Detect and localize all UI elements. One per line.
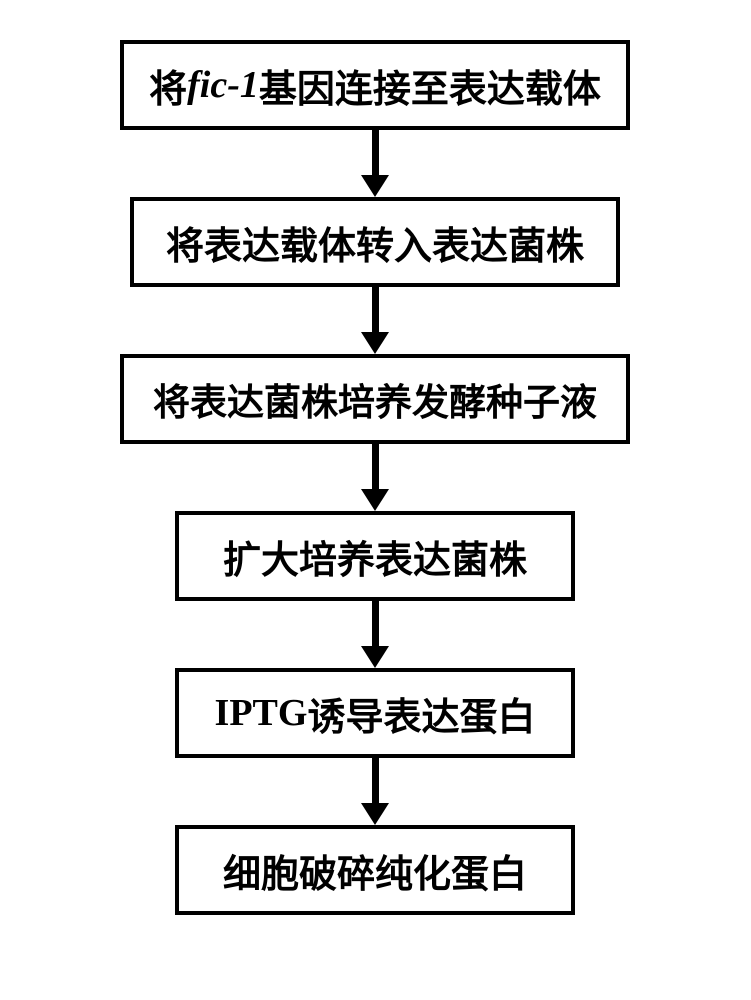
step-text-segment: fic-1: [187, 63, 259, 107]
step-text-segment: 将表达载体转入表达菌株: [166, 215, 584, 270]
flowchart-container: 将fic-1基因连接至表达载体将表达载体转入表达菌株将表达菌株培养发酵种子液扩大…: [120, 40, 630, 915]
arrow-shaft: [372, 601, 379, 646]
flow-step-5: IPTG诱导表达蛋白: [175, 668, 575, 758]
arrow-head: [361, 332, 389, 354]
step-text-segment: 扩大培养表达菌株: [223, 529, 527, 584]
flow-step-3: 将表达菌株培养发酵种子液: [120, 354, 630, 444]
flow-arrow-1: [361, 130, 389, 197]
flow-arrow-5: [361, 758, 389, 825]
arrow-head: [361, 803, 389, 825]
step-text-segment: 诱导表达蛋白: [307, 686, 535, 741]
flow-step-6: 细胞破碎纯化蛋白: [175, 825, 575, 915]
step-text-segment: 将: [149, 58, 187, 113]
flow-step-4: 扩大培养表达菌株: [175, 511, 575, 601]
flow-arrow-2: [361, 287, 389, 354]
flow-step-2: 将表达载体转入表达菌株: [130, 197, 620, 287]
arrow-shaft: [372, 287, 379, 332]
arrow-head: [361, 175, 389, 197]
arrow-shaft: [372, 130, 379, 175]
flow-arrow-4: [361, 601, 389, 668]
step-text-segment: IPTG: [215, 691, 308, 735]
step-text-segment: 细胞破碎纯化蛋白: [223, 843, 527, 898]
arrow-shaft: [372, 758, 379, 803]
arrow-shaft: [372, 444, 379, 489]
arrow-head: [361, 646, 389, 668]
step-text-segment: 基因连接至表达载体: [259, 58, 601, 113]
arrow-head: [361, 489, 389, 511]
step-text-segment: 将表达菌株培养发酵种子液: [153, 372, 597, 426]
flow-step-1: 将fic-1基因连接至表达载体: [120, 40, 630, 130]
flow-arrow-3: [361, 444, 389, 511]
